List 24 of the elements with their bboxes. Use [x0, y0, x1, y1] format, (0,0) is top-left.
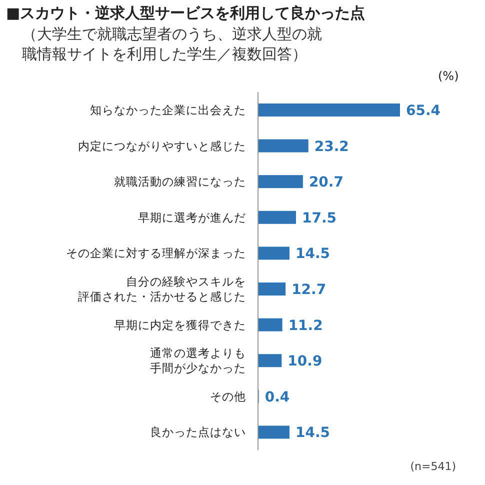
text: (n=541) [410, 460, 456, 473]
data-label: 65.4 [406, 103, 441, 119]
y-tick-label: 早期に選考が進んだ [138, 210, 246, 224]
y-tick-label: その他 [210, 389, 246, 404]
chart-subtitle: （大学生で就職志望者のうち、逆求人型の就職情報サイトを利用した学生／複数回答） [22, 24, 322, 64]
y-tick-label: 就職活動の練習になった [114, 174, 246, 189]
data-label: 0.4 [264, 389, 290, 406]
y-tick-label: 良かった点はない [150, 425, 246, 440]
y-tick-label: 内定につながりやすいと感じた [78, 138, 246, 153]
data-label: 10.9 [288, 354, 322, 370]
data-label: 14.5 [295, 425, 330, 442]
chart-title: ■スカウト・逆求人型サービスを利用して良かった点 [6, 4, 366, 23]
y-tick-label: 知らなかった企業に出会えた [90, 103, 246, 117]
y-tick-label: 自分の経験やスキルを評価された・活かせると感じた [78, 274, 246, 304]
data-label: 14.5 [295, 246, 330, 262]
y-tick-label: 通常の選考よりも手間が少なかった [150, 346, 246, 376]
y-tick-label: その企業に対する理解が深まった [66, 246, 246, 260]
y-tick-label: 早期に内定を獲得できた [114, 318, 246, 332]
data-label: 20.7 [308, 174, 344, 191]
data-label: 12.7 [292, 282, 326, 298]
data-label: 11.2 [288, 318, 323, 334]
text: (%) [438, 69, 459, 83]
data-label: 23.2 [314, 138, 349, 155]
data-label: 17.5 [302, 210, 337, 226]
